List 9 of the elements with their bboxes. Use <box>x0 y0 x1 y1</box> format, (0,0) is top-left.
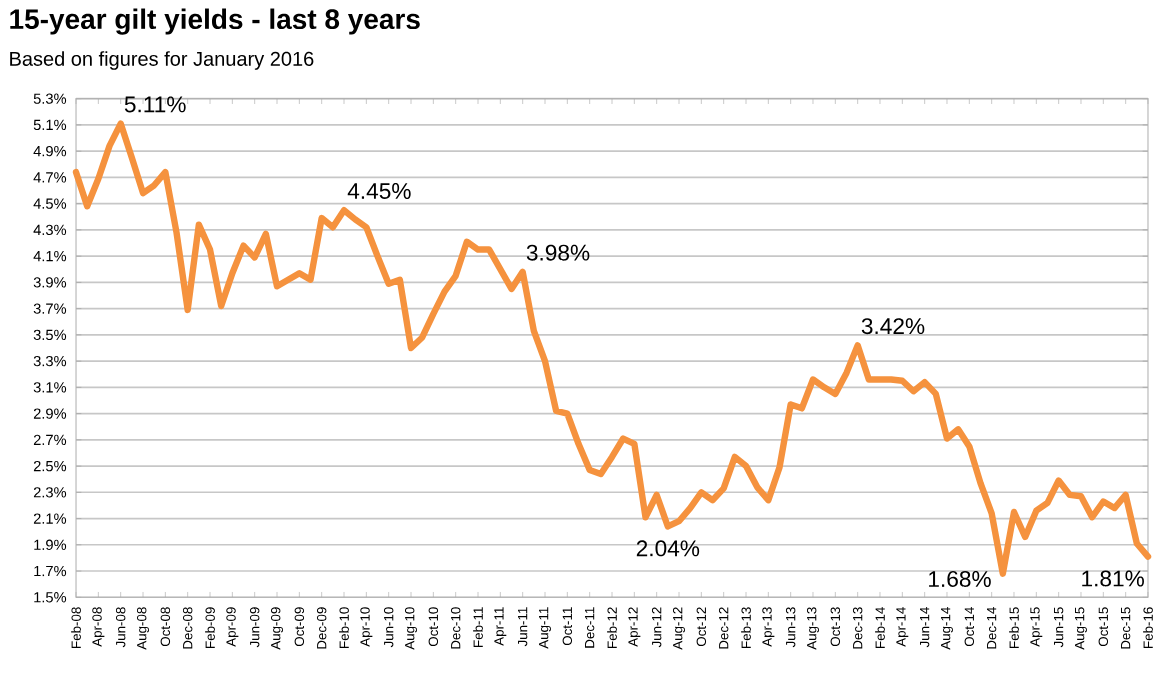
chart-title: 15-year gilt yields - last 8 years <box>10 8 420 35</box>
data-label: 3.98% <box>526 244 590 261</box>
data-label: 2.04% <box>636 540 700 557</box>
data-label: 5.11% <box>124 96 186 113</box>
data-label: 3.42% <box>861 318 925 335</box>
data-label: 1.68% <box>929 571 991 588</box>
data-label: 1.81% <box>1082 570 1144 587</box>
data-label: 4.45% <box>347 183 411 199</box>
chart-subtitle: Based on figures for January 2016 <box>10 51 314 70</box>
